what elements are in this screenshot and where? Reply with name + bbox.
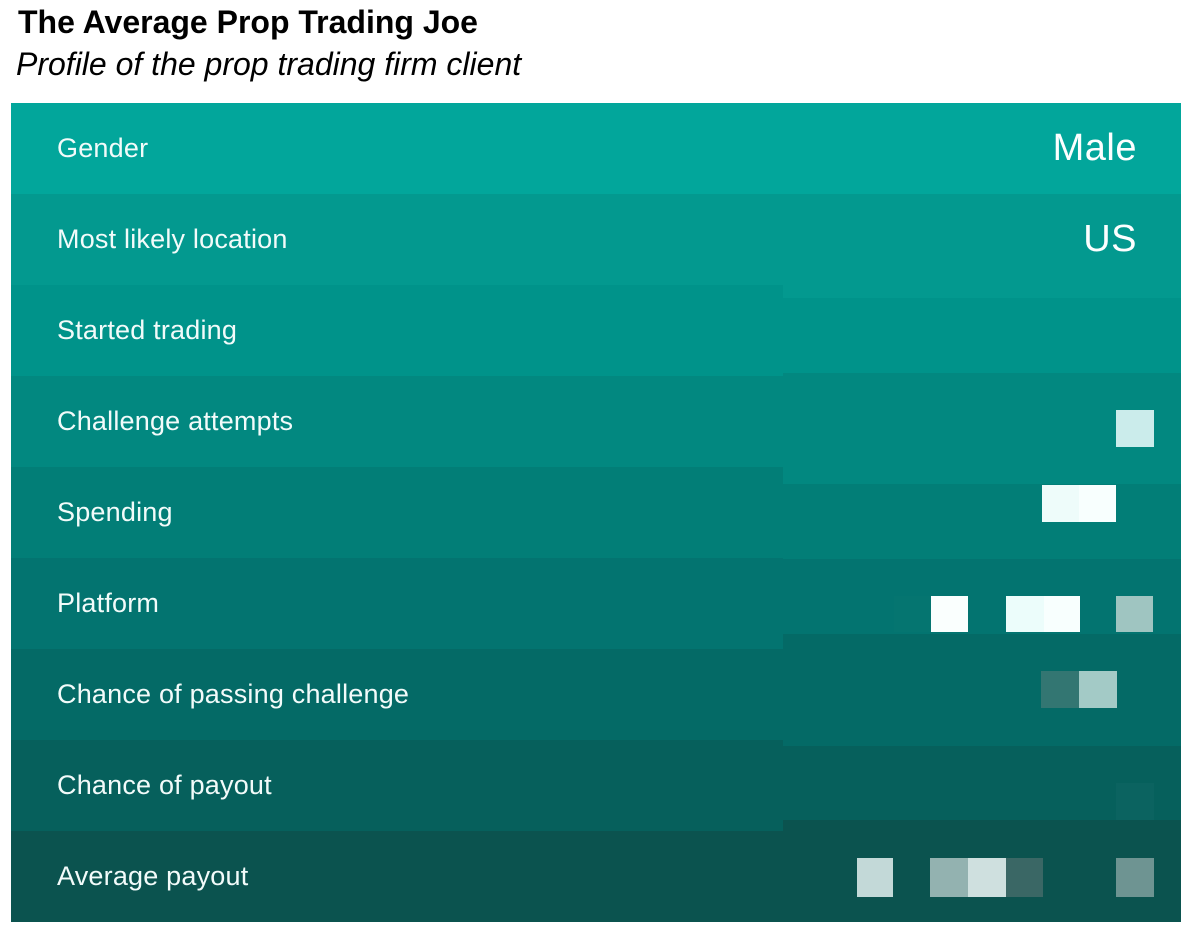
row-label: Most likely location — [57, 224, 288, 254]
page-title: The Average Prop Trading Joe — [18, 4, 478, 40]
row-value: Male — [1052, 127, 1137, 169]
mosaic-cell — [1042, 485, 1079, 522]
row-label: Chance of payout — [57, 770, 272, 800]
mosaic-cell — [931, 596, 968, 632]
mosaic-cell — [1116, 858, 1154, 897]
row-label: Spending — [57, 497, 173, 527]
mosaic-cell — [857, 858, 893, 897]
row-label: Average payout — [57, 861, 249, 891]
mosaic-band — [783, 285, 1181, 298]
row-value: US — [1083, 218, 1137, 260]
mosaic-band — [783, 559, 1181, 634]
mosaic-cell — [1006, 858, 1043, 897]
row-label: Challenge attempts — [57, 406, 294, 436]
mosaic-band — [783, 484, 1181, 559]
mosaic-cell — [1044, 596, 1080, 632]
mosaic-cell — [1116, 410, 1154, 447]
page-subtitle: Profile of the prop trading firm client — [16, 46, 522, 82]
pixelated-values-region — [783, 285, 1181, 922]
mosaic-cell — [1079, 485, 1116, 522]
profile-table: Gender Male Most likely location US Star… — [11, 103, 1181, 922]
mosaic-cell — [968, 858, 1006, 897]
mosaic-cell — [1116, 783, 1154, 820]
row-label: Gender — [57, 133, 149, 163]
mosaic-cell — [930, 858, 968, 897]
row-label: Platform — [57, 588, 160, 618]
mosaic-band — [783, 634, 1181, 746]
mosaic-band — [783, 298, 1181, 373]
mosaic-cell — [1079, 671, 1117, 708]
row-label: Started trading — [57, 315, 238, 345]
mosaic-cell — [1006, 596, 1044, 632]
mosaic-cell — [1041, 671, 1079, 708]
mosaic-band — [783, 746, 1181, 820]
table-row-location: Most likely location US — [11, 194, 1181, 285]
mosaic-cell — [894, 596, 931, 632]
mosaic-cell — [1116, 596, 1153, 632]
mosaic-band — [783, 373, 1181, 484]
row-label: Chance of passing challenge — [57, 679, 410, 709]
table-row-gender: Gender Male — [11, 103, 1181, 194]
